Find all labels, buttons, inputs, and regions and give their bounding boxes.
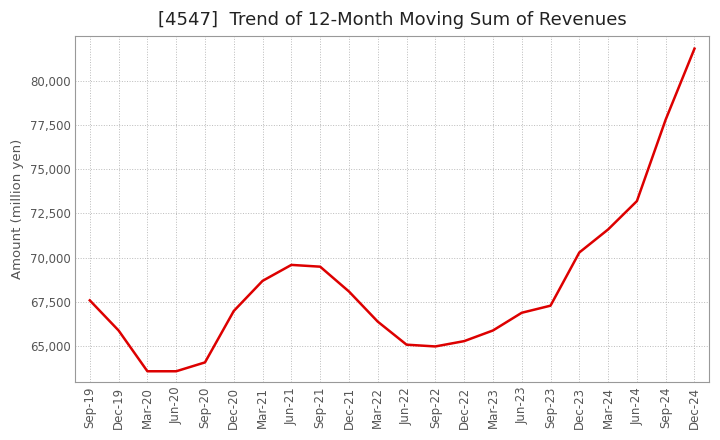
Y-axis label: Amount (million yen): Amount (million yen) [11,139,24,279]
Title: [4547]  Trend of 12-Month Moving Sum of Revenues: [4547] Trend of 12-Month Moving Sum of R… [158,11,626,29]
